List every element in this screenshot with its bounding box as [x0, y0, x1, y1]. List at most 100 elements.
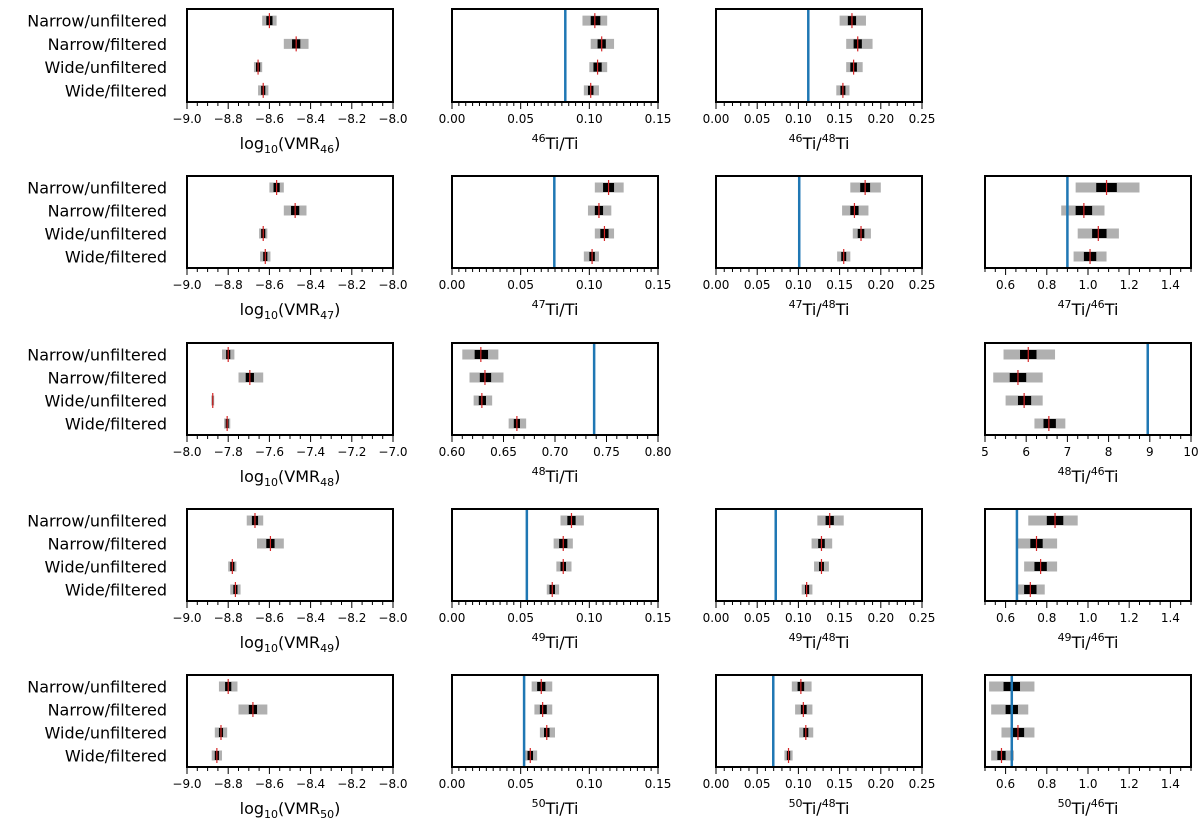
tick-label: 0.05: [744, 777, 771, 791]
tick-label: −8.8: [214, 112, 243, 126]
x-axis-label: 47Ti/48Ti: [789, 298, 850, 319]
panel-r3c2: 0.60 0.65 0.70 0.75 0.80 48Ti/Ti: [439, 342, 671, 486]
tick-label: 0.15: [826, 278, 853, 292]
x-axis-label: 49Ti/Ti: [532, 631, 579, 652]
x-axis-label: log10(VMR46): [240, 134, 341, 156]
panel-r3c4: 5 6 7 8 9 10 48Ti/46Ti: [981, 342, 1199, 486]
axes-frame: [186, 175, 394, 269]
tick-label: 0.00: [439, 611, 466, 625]
tick-label: 0.25: [909, 278, 936, 292]
row-label: Wide/filtered: [65, 415, 167, 434]
tick-label: 0.00: [439, 278, 466, 292]
axes-frame: [186, 8, 394, 103]
tick-label: 0.20: [867, 777, 894, 791]
axes-frame: [451, 508, 659, 602]
tick-label: 0.20: [867, 278, 894, 292]
tick-label: −9.0: [172, 112, 201, 126]
axes-frame: [984, 342, 1192, 436]
tick-label: −8.0: [378, 112, 407, 126]
x-axis-label: 47Ti/Ti: [532, 298, 579, 319]
axes-frame: [984, 508, 1192, 602]
tick-label: −9.0: [172, 278, 201, 292]
panel-r5c3: 0.00 0.05 0.10 0.15 0.20 0.25 50Ti/48Ti: [703, 674, 936, 818]
axes-frame: [186, 508, 394, 602]
tick-label: 0.05: [507, 278, 534, 292]
panel-r2c3: 0.00 0.05 0.10 0.15 0.20 0.25 47Ti/48Ti: [703, 175, 936, 319]
tick-label: −7.0: [378, 445, 407, 459]
tick-label: 1.4: [1161, 777, 1180, 791]
axes-frame: [715, 8, 923, 103]
tick-label: 0.15: [826, 611, 853, 625]
tick-label: 1.2: [1120, 278, 1139, 292]
tick-label: −8.6: [255, 611, 284, 625]
tick-label: 0.6: [996, 278, 1015, 292]
row-label: Wide/unfiltered: [45, 392, 167, 411]
row-label: Wide/unfiltered: [45, 58, 167, 77]
tick-label: 1.4: [1161, 611, 1180, 625]
panel-r1c1: −9.0 −8.8 −8.6 −8.4 −8.2 −8.0 Narrow/unfiltere…: [27, 8, 408, 156]
tick-label: 0.25: [909, 777, 936, 791]
tick-label: 10: [1183, 445, 1198, 459]
tick-label: 1.0: [1078, 611, 1097, 625]
tick-label: 1.2: [1120, 611, 1139, 625]
tick-label: 0.70: [542, 445, 569, 459]
tick-label: 0.8: [1037, 611, 1056, 625]
tick-label: 1.2: [1120, 777, 1139, 791]
tick-label: 0.15: [826, 112, 853, 126]
tick-label: 0.05: [507, 611, 534, 625]
tick-label: 0.60: [439, 445, 466, 459]
tick-label: −8.0: [172, 445, 201, 459]
tick-label: −8.6: [255, 278, 284, 292]
axes-frame: [715, 175, 923, 269]
tick-label: 0.15: [645, 112, 672, 126]
tick-label: 0.10: [576, 112, 603, 126]
tick-label: 1.0: [1078, 777, 1097, 791]
row-label: Narrow/unfiltered: [27, 12, 167, 31]
tick-label: −8.6: [255, 112, 284, 126]
x-axis-label: 48Ti/46Ti: [1058, 465, 1119, 486]
tick-label: 0.05: [744, 112, 771, 126]
axes-frame: [451, 175, 659, 269]
tick-label: 0.6: [996, 777, 1015, 791]
tick-label: 0.05: [744, 611, 771, 625]
x-axis-label: 47Ti/46Ti: [1058, 298, 1119, 319]
tick-label: −8.0: [378, 611, 407, 625]
tick-label: 0.00: [439, 777, 466, 791]
row-label: Narrow/filtered: [48, 535, 167, 554]
x-axis-label: 48Ti/Ti: [532, 465, 579, 486]
axes-frame: [451, 8, 659, 103]
tick-label: −8.4: [296, 278, 325, 292]
tick-label: 1.4: [1161, 278, 1180, 292]
panel-r2c1: −9.0 −8.8 −8.6 −8.4 −8.2 −8.0 Narrow/unfiltere…: [27, 175, 408, 322]
tick-label: 5: [981, 445, 989, 459]
tick-label: 0.05: [507, 777, 534, 791]
row-label: Narrow/filtered: [48, 369, 167, 388]
tick-label: 0.00: [703, 278, 730, 292]
panel-r5c4: 0.6 0.8 1.0 1.2 1.4 50Ti/46Ti: [984, 674, 1192, 818]
row-label: Narrow/filtered: [48, 35, 167, 54]
panel-r2c2: 0.00 0.05 0.10 0.15 47Ti/Ti: [439, 175, 671, 319]
tick-label: 6: [1022, 445, 1030, 459]
x-axis-label: log10(VMR50): [240, 799, 341, 821]
row-label: Wide/filtered: [65, 747, 167, 766]
panel-r5c2: 0.00 0.05 0.10 0.15 50Ti/Ti: [439, 674, 671, 818]
tick-label: 0.20: [867, 611, 894, 625]
tick-label: −7.2: [337, 445, 366, 459]
tick-label: −7.8: [214, 445, 243, 459]
row-label: Wide/filtered: [65, 81, 167, 100]
tick-label: −8.4: [296, 112, 325, 126]
panel-r1c2: 0.00 0.05 0.10 0.15 46Ti/Ti: [439, 8, 672, 153]
panel-r4c2: 0.00 0.05 0.10 0.15 49Ti/Ti: [439, 508, 671, 652]
tick-label: −7.6: [255, 445, 284, 459]
tick-label: 1.0: [1078, 278, 1097, 292]
row-label: Narrow/unfiltered: [27, 678, 167, 697]
tick-label: −7.4: [296, 445, 325, 459]
tick-label: 0.8: [1037, 278, 1056, 292]
tick-label: 0.75: [593, 445, 620, 459]
row-label: Wide/filtered: [65, 581, 167, 600]
interval-inner: [1092, 229, 1107, 238]
tick-label: 0.10: [785, 611, 812, 625]
tick-label: −8.8: [214, 611, 243, 625]
tick-label: 0.10: [576, 777, 603, 791]
tick-label: 0.15: [826, 777, 853, 791]
